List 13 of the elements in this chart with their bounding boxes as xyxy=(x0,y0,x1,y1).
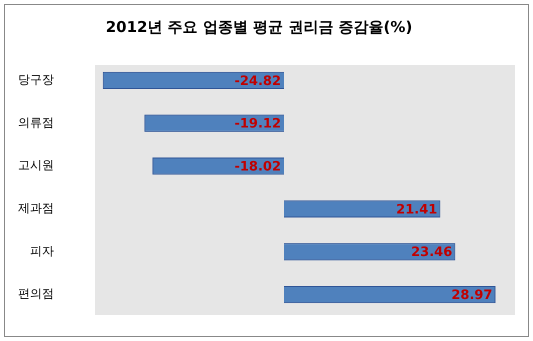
data-label: 21.41 xyxy=(396,202,438,218)
y-tick-label: 제과점 xyxy=(18,201,54,216)
data-label: 28.97 xyxy=(451,288,492,303)
data-label: -18.02 xyxy=(234,159,281,174)
y-tick-label: 편의점 xyxy=(18,286,54,301)
chart-title: 2012년 주요 업종별 평균 권리금 증감율(%) xyxy=(106,18,412,36)
data-label: -24.82 xyxy=(234,74,281,89)
y-tick-label: 피자 xyxy=(30,244,54,258)
y-tick-label: 당구장 xyxy=(18,72,54,87)
y-tick-label: 고시원 xyxy=(18,158,54,172)
data-label: 23.46 xyxy=(411,245,452,260)
data-label: -19.12 xyxy=(234,116,281,132)
y-tick-label: 의류점 xyxy=(18,115,54,130)
